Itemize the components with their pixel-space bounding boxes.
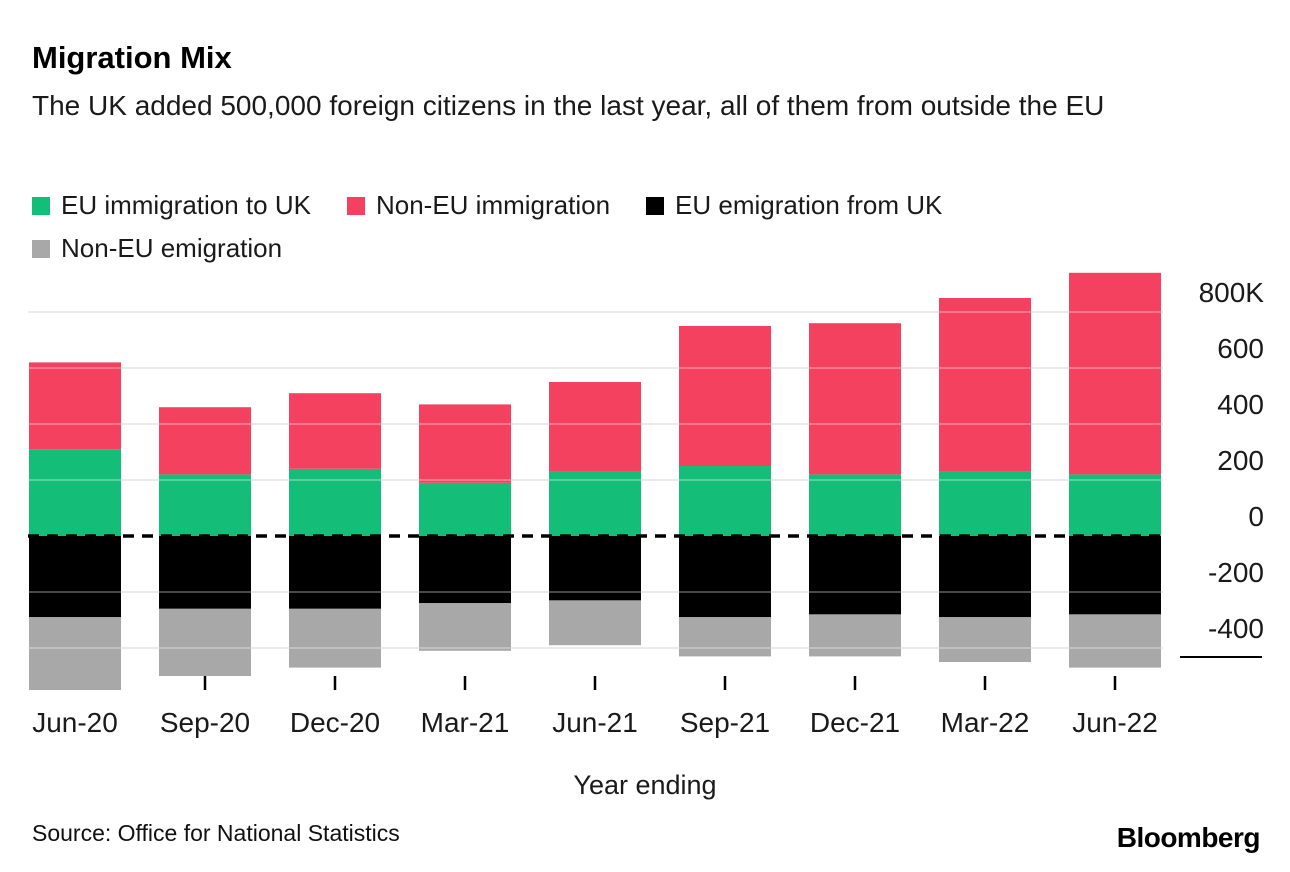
x-axis-label: Jun-20 — [32, 707, 118, 738]
bar-non-eu-immigration — [549, 382, 641, 472]
bar-non-eu-emigration — [939, 617, 1031, 662]
bar-eu-immigration-to-uk — [809, 474, 901, 536]
y-axis-label: -200 — [1208, 557, 1264, 588]
bar-eu-immigration-to-uk — [1069, 474, 1161, 536]
legend-item-eu-emigration-from-uk: EU emigration from UK — [646, 190, 942, 221]
bar-eu-immigration-to-uk — [289, 468, 381, 536]
bar-non-eu-emigration — [419, 603, 511, 651]
bar-eu-immigration-to-uk — [159, 474, 251, 536]
bar-eu-emigration-from-uk — [289, 536, 381, 609]
bar-eu-emigration-from-uk — [939, 536, 1031, 618]
bar-non-eu-emigration — [1069, 614, 1161, 668]
legend-item-eu-immigration-to-uk: EU immigration to UK — [32, 190, 311, 221]
bar-eu-emigration-from-uk — [809, 536, 901, 615]
bar-non-eu-immigration — [159, 407, 251, 475]
x-axis-label: Sep-21 — [680, 707, 770, 738]
legend-swatch-non-eu-immigration — [346, 196, 365, 215]
x-axis-title: Year ending — [573, 770, 717, 800]
legend-label: Non-EU immigration — [375, 190, 611, 220]
y-axis-label: 400 — [1217, 389, 1264, 420]
x-axis-label: Jun-21 — [552, 707, 638, 738]
bar-non-eu-immigration — [29, 362, 121, 450]
bloomberg-logo: Bloomberg — [1116, 822, 1261, 853]
bar-non-eu-immigration — [419, 404, 511, 483]
bar-non-eu-immigration — [679, 326, 771, 466]
x-axis-label: Mar-21 — [421, 707, 510, 738]
y-axis-label: -400 — [1208, 613, 1264, 644]
bar-eu-emigration-from-uk — [159, 536, 251, 609]
bar-non-eu-emigration — [679, 617, 771, 657]
bar-non-eu-immigration — [809, 323, 901, 475]
legend-swatch-eu-immigration-to-uk — [32, 196, 50, 215]
bar-non-eu-emigration — [549, 600, 641, 646]
bar-eu-immigration-to-uk — [29, 449, 121, 536]
bar-non-eu-immigration — [289, 393, 381, 469]
bar-non-eu-emigration — [29, 617, 121, 690]
chart-subtitle: The UK added 500,000 foreign citizens in… — [32, 90, 1105, 121]
y-axis-label: 0 — [1248, 501, 1264, 532]
legend-label: Non-EU emigration — [61, 233, 283, 263]
bar-non-eu-emigration — [809, 614, 901, 657]
legend-item-non-eu-immigration: Non-EU immigration — [346, 190, 611, 221]
legend-swatch-non-eu-emigration — [32, 239, 50, 258]
chart-title: Migration Mix — [32, 40, 232, 75]
bar-eu-emigration-from-uk — [419, 536, 511, 604]
bar-eu-immigration-to-uk — [419, 482, 511, 536]
bar-eu-immigration-to-uk — [939, 471, 1031, 536]
y-axis-label: 600 — [1217, 333, 1264, 364]
bar-eu-emigration-from-uk — [679, 536, 771, 618]
bar-non-eu-emigration — [289, 608, 381, 668]
x-axis-label: Dec-21 — [810, 707, 900, 738]
x-axis-label: Mar-22 — [941, 707, 1030, 738]
legend-label: EU immigration to UK — [61, 190, 311, 220]
bar-eu-emigration-from-uk — [1069, 536, 1161, 615]
legend-swatch-eu-emigration-from-uk — [646, 196, 665, 215]
bar-eu-immigration-to-uk — [679, 466, 771, 536]
bar-eu-emigration-from-uk — [29, 536, 121, 618]
source-note: Source: Office for National Statistics — [32, 820, 400, 846]
y-axis-label: 200 — [1217, 445, 1264, 476]
bar-non-eu-immigration — [1069, 272, 1161, 475]
legend-label: EU emigration from UK — [675, 190, 943, 220]
bar-non-eu-emigration — [159, 608, 251, 676]
x-axis-label: Dec-20 — [290, 707, 380, 738]
bar-non-eu-immigration — [939, 298, 1031, 472]
bar-eu-immigration-to-uk — [549, 471, 641, 536]
x-axis-label: Jun-22 — [1072, 707, 1158, 738]
y-axis-label: 800K — [1199, 277, 1265, 308]
chart-legend: EU immigration to UK Non-EU immigration EU… — [32, 190, 1072, 264]
x-axis-label: Sep-20 — [160, 707, 250, 738]
bar-eu-emigration-from-uk — [549, 536, 641, 601]
legend-item-non-eu-emigration: Non-EU emigration — [32, 233, 282, 264]
